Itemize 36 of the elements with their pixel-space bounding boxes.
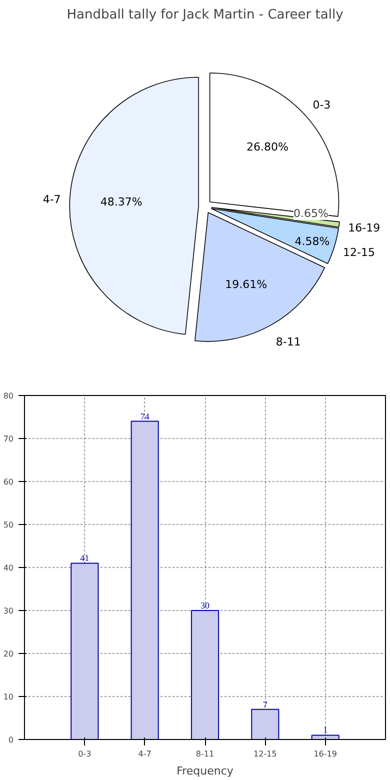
y-tick-label: 60 [3, 478, 14, 486]
data-label: 4.58% [294, 235, 330, 248]
x-tick-label: 0-3 [78, 750, 92, 758]
data-label: 48.37% [100, 195, 142, 208]
slice-label: 8-11 [276, 335, 301, 348]
bar [130, 420, 159, 740]
x-tick-label: 4-7 [138, 750, 152, 758]
slice-label: 4-7 [42, 193, 61, 206]
slice-label: 16-19 [348, 222, 380, 235]
x-tick-label: 16-19 [314, 750, 337, 758]
data-label: 26.80% [246, 140, 288, 154]
bar [251, 708, 280, 740]
y-tick-label: 30 [3, 606, 14, 616]
y-tick-label: 20 [3, 650, 14, 658]
slice-label: 0-3 [312, 98, 331, 112]
data-label: 30 [200, 600, 210, 610]
data-label: 7 [262, 699, 268, 710]
data-label: 19.61% [225, 278, 268, 291]
y-tick-label: 80 [3, 392, 14, 400]
data-label: 1 [323, 725, 328, 736]
x-axis-title: Frequency [176, 764, 234, 778]
data-label: 41 [80, 553, 90, 564]
y-tick-label: 70 [3, 434, 14, 444]
bar [190, 610, 220, 740]
chart-title: Handball tally for Jack Martin - Career tally [66, 8, 344, 22]
y-tick-label: 10 [3, 692, 14, 702]
slice-label: 12-15 [343, 246, 376, 260]
bar [311, 734, 340, 740]
bar [70, 562, 99, 740]
x-tick-label: 8-11 [196, 750, 214, 758]
data-label: 0.65% [294, 206, 328, 220]
data-label: 74 [140, 411, 150, 422]
x-tick-label: 12-15 [254, 750, 277, 758]
y-tick-label: 50 [3, 520, 14, 530]
y-tick-label: 0 [8, 736, 14, 744]
y-tick-label: 40 [3, 564, 14, 572]
